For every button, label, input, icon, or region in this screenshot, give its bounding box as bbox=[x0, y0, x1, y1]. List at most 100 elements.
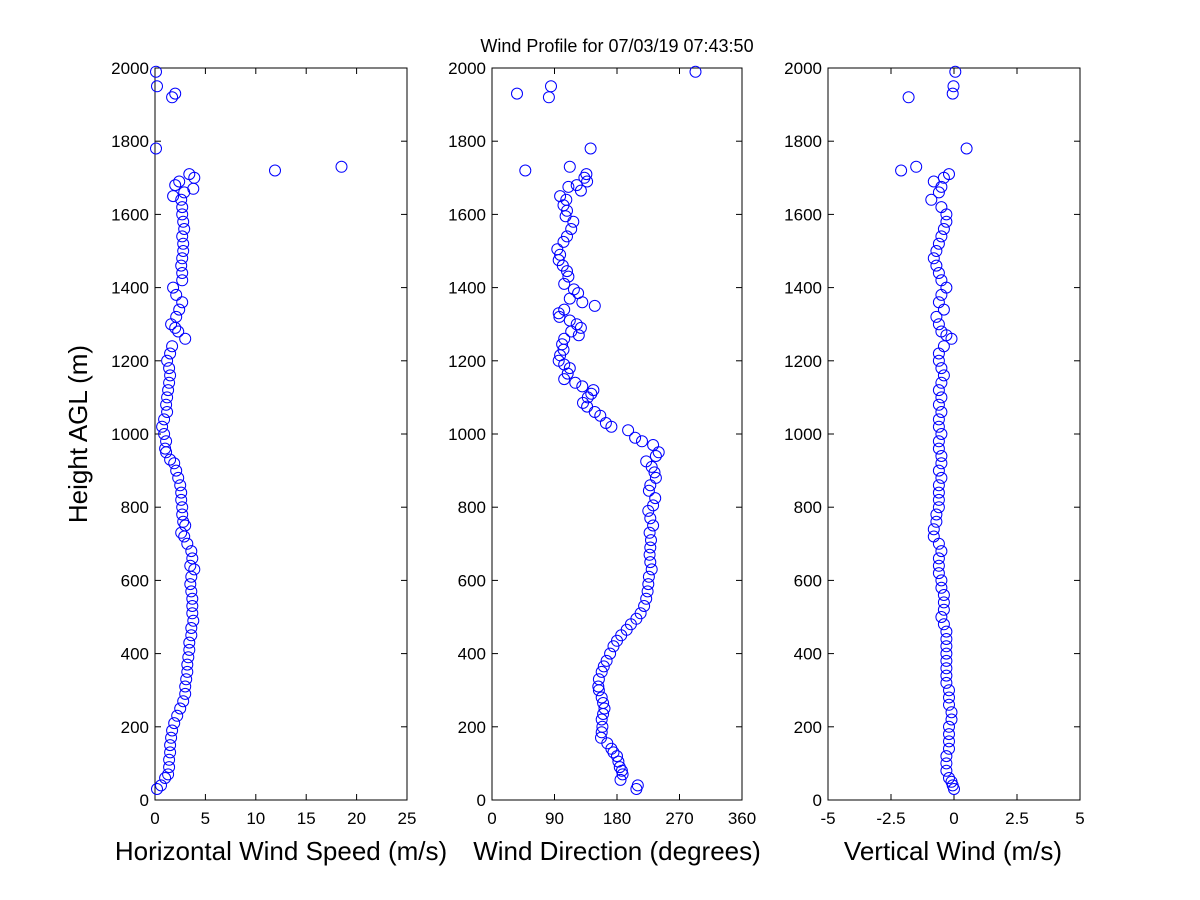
data-point bbox=[166, 724, 179, 737]
y-axis-label: Height AGL (m) bbox=[63, 345, 93, 523]
data-point bbox=[946, 87, 959, 100]
data-point bbox=[176, 274, 189, 287]
data-point bbox=[930, 310, 943, 323]
data-point bbox=[932, 347, 945, 360]
data-point bbox=[172, 471, 185, 484]
data-point bbox=[163, 362, 176, 375]
data-point bbox=[553, 310, 566, 323]
data-point bbox=[930, 245, 943, 257]
data-point bbox=[176, 267, 189, 279]
data-point bbox=[176, 508, 189, 521]
data-point bbox=[574, 184, 587, 197]
data-point bbox=[177, 245, 190, 257]
data-point bbox=[945, 706, 958, 719]
data-point bbox=[932, 354, 945, 367]
data-point bbox=[565, 325, 578, 338]
data-point bbox=[932, 559, 945, 572]
data-point bbox=[943, 728, 955, 741]
data-point bbox=[935, 376, 948, 389]
data-point bbox=[181, 537, 194, 550]
data-point bbox=[940, 647, 953, 660]
data-point bbox=[184, 578, 197, 591]
data-point bbox=[163, 761, 176, 774]
data-point bbox=[930, 515, 943, 528]
data-point bbox=[552, 307, 565, 320]
data-point bbox=[178, 223, 191, 235]
data-point bbox=[937, 369, 950, 382]
x-axis-label: Vertical Wind (m/s) bbox=[844, 836, 1062, 866]
data-point bbox=[636, 435, 648, 448]
data-point bbox=[910, 160, 923, 173]
y-tick-label: 0 bbox=[140, 791, 149, 810]
y-tick-label: 1000 bbox=[784, 425, 822, 444]
data-point bbox=[644, 541, 657, 554]
x-tick-label: 0 bbox=[150, 809, 159, 828]
data-point bbox=[185, 622, 198, 634]
data-point bbox=[563, 160, 576, 173]
data-point bbox=[932, 267, 945, 279]
data-point bbox=[183, 636, 196, 649]
y-tick-label: 1200 bbox=[448, 352, 486, 371]
y-tick-label: 1000 bbox=[448, 425, 486, 444]
data-point bbox=[935, 545, 948, 558]
data-point bbox=[159, 772, 172, 784]
data-point bbox=[150, 65, 162, 78]
data-point bbox=[940, 757, 953, 770]
x-tick-label: 2.5 bbox=[1005, 809, 1029, 828]
data-point bbox=[180, 673, 193, 686]
data-point bbox=[622, 424, 635, 437]
data-point bbox=[170, 288, 183, 301]
y-tick-label: 400 bbox=[794, 645, 822, 664]
figure-title: Wind Profile for 07/03/19 07:43:50 bbox=[480, 36, 753, 56]
data-point bbox=[170, 464, 183, 477]
data-point bbox=[925, 193, 938, 206]
data-point bbox=[165, 731, 178, 744]
data-point bbox=[935, 611, 948, 623]
y-tick-label: 1400 bbox=[448, 279, 486, 298]
data-point bbox=[935, 457, 948, 470]
data-point bbox=[595, 726, 608, 739]
data-point bbox=[937, 603, 950, 616]
data-point bbox=[181, 658, 194, 671]
data-point bbox=[935, 391, 948, 404]
x-tick-label: -5 bbox=[820, 809, 835, 828]
data-point bbox=[607, 640, 620, 653]
data-point bbox=[183, 643, 196, 656]
data-point bbox=[542, 91, 555, 104]
data-point bbox=[335, 160, 348, 173]
data-point bbox=[644, 479, 657, 492]
data-point bbox=[171, 709, 184, 722]
y-tick-label: 1000 bbox=[111, 425, 149, 444]
data-point bbox=[174, 479, 187, 492]
data-point bbox=[178, 530, 191, 543]
y-tick-label: 1400 bbox=[784, 279, 822, 298]
data-point bbox=[186, 600, 199, 612]
data-point bbox=[182, 651, 195, 664]
data-point bbox=[179, 332, 192, 345]
data-point bbox=[614, 773, 627, 786]
data-point bbox=[576, 296, 589, 309]
data-point bbox=[164, 453, 177, 466]
data-point bbox=[943, 698, 955, 711]
data-point bbox=[183, 168, 196, 181]
data-point bbox=[932, 537, 945, 550]
data-point bbox=[176, 296, 189, 309]
data-point bbox=[895, 164, 908, 177]
data-point bbox=[940, 640, 953, 653]
data-point bbox=[630, 783, 643, 795]
data-point bbox=[169, 321, 182, 334]
data-point bbox=[158, 428, 171, 440]
data-point bbox=[645, 563, 658, 576]
y-tick-label: 2000 bbox=[448, 59, 486, 78]
x-tick-label: 5 bbox=[201, 809, 210, 828]
x-tick-label: 180 bbox=[603, 809, 631, 828]
data-point bbox=[943, 772, 955, 784]
data-point bbox=[160, 398, 173, 411]
data-point bbox=[644, 512, 657, 525]
y-tick-label: 400 bbox=[458, 645, 486, 664]
data-point bbox=[176, 208, 189, 221]
data-point bbox=[185, 570, 198, 583]
data-point bbox=[179, 687, 192, 700]
data-point bbox=[598, 702, 611, 715]
data-point bbox=[642, 570, 655, 583]
